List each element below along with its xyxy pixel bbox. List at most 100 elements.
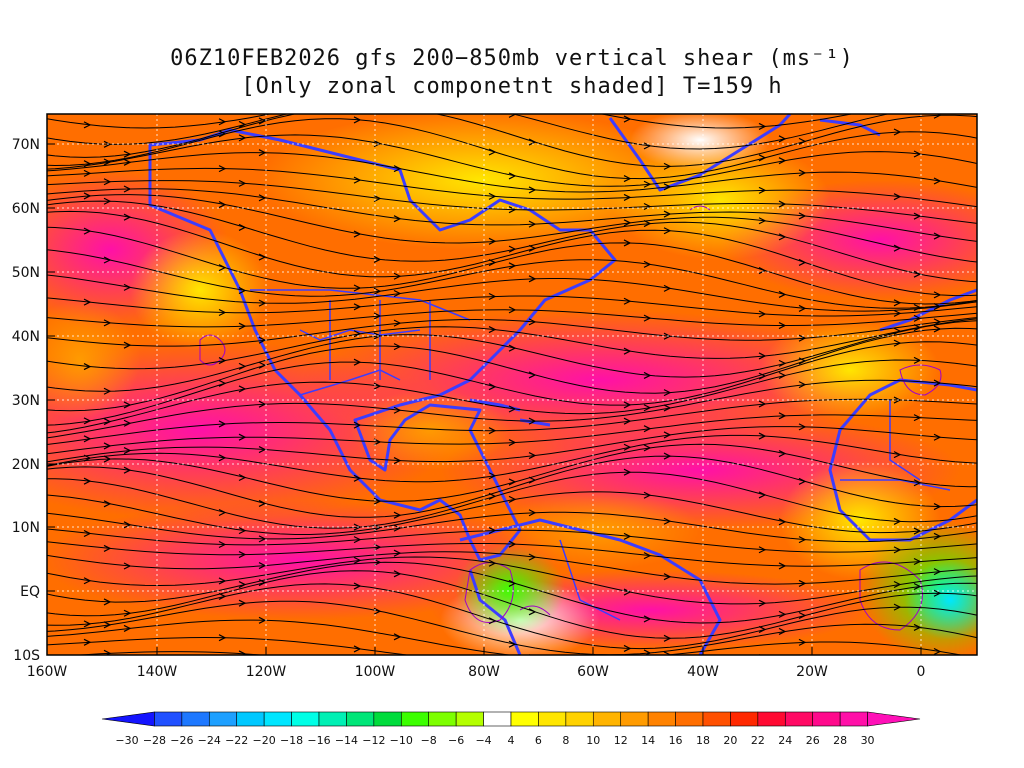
colorbar-swatch [702,711,731,727]
streamline-arrow [103,649,112,655]
streamline-arrow [758,599,767,607]
lat-label: 50N [12,265,40,281]
streamline [47,134,977,187]
streamline-arrow [663,183,672,191]
streamline-arrow [258,299,267,307]
colorbar-label: −18 [280,734,303,747]
streamline-arrow [508,640,517,648]
streamline-arrow [374,95,380,101]
streamline-arrow [778,233,787,241]
streamline-arrow [893,193,902,201]
streamline-arrow [528,275,537,283]
streamline [47,274,977,312]
streamline-arrow [798,137,807,145]
streamline [47,570,977,639]
streamline-arrow [353,645,362,653]
colorbar-label: −6 [448,734,464,747]
streamline-arrow [393,570,402,578]
streamline-arrow [913,527,922,535]
streamline-arrow [218,454,227,462]
streamline-arrow [509,675,515,681]
streamline-arrow [913,356,922,364]
colorbar-swatch [620,711,649,727]
streamline-arrow [623,443,632,451]
streamline [47,118,977,180]
streamline-arrow [83,192,92,200]
streamline-arrow [913,582,922,591]
streamline-arrow [933,325,942,333]
colorbar-label: 16 [669,734,683,747]
lat-label: 60N [12,201,40,217]
streamline-arrow [353,116,362,124]
colorbar-label: −10 [390,734,413,747]
streamline-arrow [528,371,537,379]
streamline-arrow [913,479,922,487]
streamline-arrow [508,245,517,253]
streamline-arrow [913,314,922,322]
streamline [47,188,977,242]
streamline-arrow [393,343,402,351]
streamline [47,556,977,605]
colorbar-swatch [101,711,155,727]
streamline-arrow [238,385,247,393]
streamline-arrow [893,451,902,459]
streamline-arrow [258,579,267,587]
streamline-arrow [778,290,787,298]
streamline-arrow [933,291,942,299]
streamline-arrow [893,580,902,589]
streamline-arrow [798,611,807,620]
longitude-axis: 160W 140W 120W 100W 80W 60W 40W 20W 0 [27,647,926,680]
streamline-arrow [238,223,247,231]
streamline-arrow [528,608,537,616]
streamline-arrow [258,194,267,202]
streamline-arrow [123,401,132,409]
streamline-arrow [624,662,630,668]
streamline-arrow [508,344,517,352]
lon-label: 40W [687,664,719,680]
streamline-arrow [893,244,902,252]
streamline [47,528,977,553]
streamline-arrow [779,666,785,672]
colorbar-swatch [263,711,292,727]
colorbar-swatch [675,711,704,727]
colorbar-label: 8 [562,734,569,747]
colorbar-swatch [291,711,320,727]
streamline-arrow [103,178,112,186]
streamline-arrow [393,549,402,557]
map-title-line1: 06Z10FEB2026 gfs 200−850mb vertical shea… [170,46,854,71]
streamline [47,600,977,655]
streamline-arrow [913,623,922,631]
streamline-arrow [623,175,632,183]
streamline-arrow [893,396,902,404]
streamline-arrow [758,186,767,194]
lat-label: 10N [12,520,40,536]
streamline-arrow [488,258,497,267]
streamline-arrow [238,527,247,535]
lon-label: 80W [468,664,500,680]
streamline-arrow [218,540,227,549]
streamline [47,426,977,463]
lon-label: 0 [917,664,926,680]
colorbar-swatch [154,711,183,727]
streamline-arrow [394,105,400,111]
streamline-arrow [258,535,267,543]
streamline-arrow [528,138,537,146]
streamline-arrow [488,148,497,156]
latitude-axis: 70N 60N 50N 40N 30N 20N 10N EQ 10S [12,137,55,664]
streamline-arrow [238,599,247,607]
streamline-arrow [528,220,537,228]
streamline-arrow [373,524,382,532]
streamline-arrow [83,435,92,443]
streamline-arrow [238,322,247,330]
streamline-arrow [933,589,942,597]
streamline-arrow [218,357,227,365]
streamline-arrow [623,219,632,227]
streamline-arrow [663,210,672,218]
streamline-arrow [758,310,767,318]
streamline-arrow [123,213,132,221]
streamline-arrow [353,582,362,590]
streamline-arrow [643,404,652,412]
streamline-arrow [488,526,497,535]
streamline-arrow [643,220,652,228]
streamline-arrow [353,230,362,238]
